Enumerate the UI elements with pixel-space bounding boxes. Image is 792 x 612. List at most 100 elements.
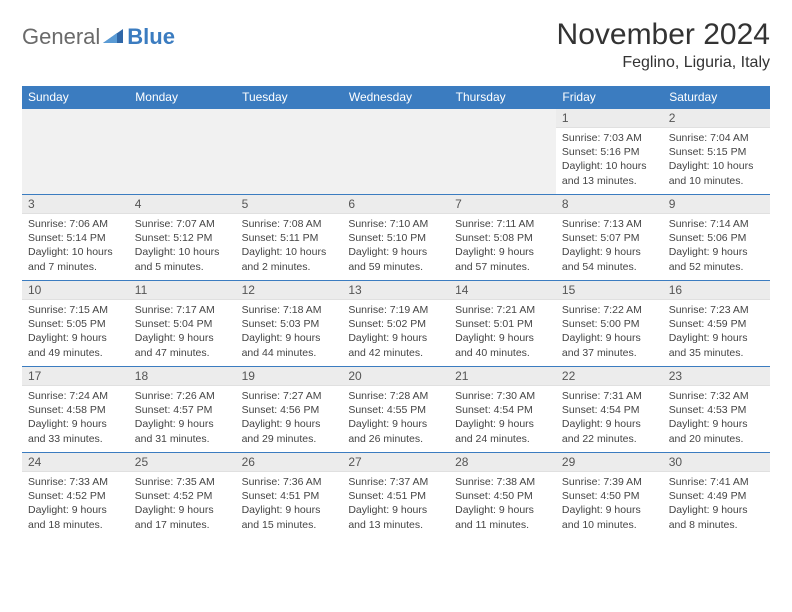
daylight-line-2: and 33 minutes. xyxy=(28,432,123,446)
sunset-line: Sunset: 4:55 PM xyxy=(348,403,443,417)
daylight-line-2: and 44 minutes. xyxy=(242,346,337,360)
daylight-line-2: and 24 minutes. xyxy=(455,432,550,446)
day-number: 14 xyxy=(449,281,556,300)
daylight-line-1: Daylight: 9 hours xyxy=(348,331,443,345)
calendar-day-cell: 23Sunrise: 7:32 AMSunset: 4:53 PMDayligh… xyxy=(663,367,770,453)
day-content: Sunrise: 7:15 AMSunset: 5:05 PMDaylight:… xyxy=(22,300,129,364)
day-number: 12 xyxy=(236,281,343,300)
calendar-day-cell: 2Sunrise: 7:04 AMSunset: 5:15 PMDaylight… xyxy=(663,109,770,195)
daylight-line-2: and 17 minutes. xyxy=(135,518,230,532)
daylight-line-2: and 52 minutes. xyxy=(669,260,764,274)
day-number: 3 xyxy=(22,195,129,214)
calendar-day-cell: 4Sunrise: 7:07 AMSunset: 5:12 PMDaylight… xyxy=(129,195,236,281)
calendar-header-cell: Monday xyxy=(129,86,236,109)
calendar-week-row: 10Sunrise: 7:15 AMSunset: 5:05 PMDayligh… xyxy=(22,281,770,367)
day-content: Sunrise: 7:28 AMSunset: 4:55 PMDaylight:… xyxy=(342,386,449,450)
sunset-line: Sunset: 5:15 PM xyxy=(669,145,764,159)
brand-blue: Blue xyxy=(127,24,175,49)
daylight-line-2: and 8 minutes. xyxy=(669,518,764,532)
sunset-line: Sunset: 5:06 PM xyxy=(669,231,764,245)
calendar-day-cell: 25Sunrise: 7:35 AMSunset: 4:52 PMDayligh… xyxy=(129,453,236,539)
calendar-day-cell: 24Sunrise: 7:33 AMSunset: 4:52 PMDayligh… xyxy=(22,453,129,539)
calendar-header-cell: Thursday xyxy=(449,86,556,109)
title-block: November 2024 Feglino, Liguria, Italy xyxy=(557,18,770,72)
calendar-day-cell: 15Sunrise: 7:22 AMSunset: 5:00 PMDayligh… xyxy=(556,281,663,367)
brand-logo: General Blue xyxy=(22,24,175,50)
sunrise-line: Sunrise: 7:07 AM xyxy=(135,217,230,231)
calendar-day-cell: 3Sunrise: 7:06 AMSunset: 5:14 PMDaylight… xyxy=(22,195,129,281)
day-number: 7 xyxy=(449,195,556,214)
day-content: Sunrise: 7:07 AMSunset: 5:12 PMDaylight:… xyxy=(129,214,236,278)
sunrise-line: Sunrise: 7:15 AM xyxy=(28,303,123,317)
day-content: Sunrise: 7:06 AMSunset: 5:14 PMDaylight:… xyxy=(22,214,129,278)
sunset-line: Sunset: 5:07 PM xyxy=(562,231,657,245)
daylight-line-1: Daylight: 9 hours xyxy=(242,331,337,345)
day-content: Sunrise: 7:10 AMSunset: 5:10 PMDaylight:… xyxy=(342,214,449,278)
calendar-week-row: 3Sunrise: 7:06 AMSunset: 5:14 PMDaylight… xyxy=(22,195,770,281)
calendar-day-cell xyxy=(342,109,449,195)
calendar-day-cell: 21Sunrise: 7:30 AMSunset: 4:54 PMDayligh… xyxy=(449,367,556,453)
daylight-line-2: and 5 minutes. xyxy=(135,260,230,274)
calendar-day-cell: 5Sunrise: 7:08 AMSunset: 5:11 PMDaylight… xyxy=(236,195,343,281)
day-number: 11 xyxy=(129,281,236,300)
day-number: 6 xyxy=(342,195,449,214)
day-content: Sunrise: 7:13 AMSunset: 5:07 PMDaylight:… xyxy=(556,214,663,278)
sunset-line: Sunset: 4:50 PM xyxy=(562,489,657,503)
daylight-line-1: Daylight: 9 hours xyxy=(562,331,657,345)
sunset-line: Sunset: 4:51 PM xyxy=(242,489,337,503)
daylight-line-1: Daylight: 9 hours xyxy=(135,331,230,345)
calendar-day-cell: 8Sunrise: 7:13 AMSunset: 5:07 PMDaylight… xyxy=(556,195,663,281)
brand-general: General xyxy=(22,24,100,50)
sunrise-line: Sunrise: 7:36 AM xyxy=(242,475,337,489)
daylight-line-2: and 13 minutes. xyxy=(348,518,443,532)
day-number: 21 xyxy=(449,367,556,386)
daylight-line-1: Daylight: 9 hours xyxy=(135,503,230,517)
day-number: 20 xyxy=(342,367,449,386)
sunrise-line: Sunrise: 7:28 AM xyxy=(348,389,443,403)
sunrise-line: Sunrise: 7:14 AM xyxy=(669,217,764,231)
day-content: Sunrise: 7:26 AMSunset: 4:57 PMDaylight:… xyxy=(129,386,236,450)
sunrise-line: Sunrise: 7:03 AM xyxy=(562,131,657,145)
sunrise-line: Sunrise: 7:04 AM xyxy=(669,131,764,145)
calendar-header-cell: Sunday xyxy=(22,86,129,109)
day-number: 27 xyxy=(342,453,449,472)
triangle-icon xyxy=(103,27,123,48)
calendar-week-row: 24Sunrise: 7:33 AMSunset: 4:52 PMDayligh… xyxy=(22,453,770,539)
sunrise-line: Sunrise: 7:41 AM xyxy=(669,475,764,489)
daylight-line-2: and 18 minutes. xyxy=(28,518,123,532)
day-content: Sunrise: 7:33 AMSunset: 4:52 PMDaylight:… xyxy=(22,472,129,536)
calendar-day-cell xyxy=(449,109,556,195)
day-content: Sunrise: 7:30 AMSunset: 4:54 PMDaylight:… xyxy=(449,386,556,450)
sunset-line: Sunset: 5:03 PM xyxy=(242,317,337,331)
daylight-line-2: and 59 minutes. xyxy=(348,260,443,274)
calendar-day-cell: 26Sunrise: 7:36 AMSunset: 4:51 PMDayligh… xyxy=(236,453,343,539)
sunrise-line: Sunrise: 7:17 AM xyxy=(135,303,230,317)
daylight-line-2: and 49 minutes. xyxy=(28,346,123,360)
day-content: Sunrise: 7:21 AMSunset: 5:01 PMDaylight:… xyxy=(449,300,556,364)
day-content: Sunrise: 7:18 AMSunset: 5:03 PMDaylight:… xyxy=(236,300,343,364)
daylight-line-1: Daylight: 10 hours xyxy=(28,245,123,259)
day-number: 4 xyxy=(129,195,236,214)
sunrise-line: Sunrise: 7:06 AM xyxy=(28,217,123,231)
sunset-line: Sunset: 5:16 PM xyxy=(562,145,657,159)
sunrise-line: Sunrise: 7:26 AM xyxy=(135,389,230,403)
sunset-line: Sunset: 4:49 PM xyxy=(669,489,764,503)
day-content: Sunrise: 7:19 AMSunset: 5:02 PMDaylight:… xyxy=(342,300,449,364)
day-content: Sunrise: 7:23 AMSunset: 4:59 PMDaylight:… xyxy=(663,300,770,364)
daylight-line-1: Daylight: 9 hours xyxy=(669,331,764,345)
calendar-day-cell: 9Sunrise: 7:14 AMSunset: 5:06 PMDaylight… xyxy=(663,195,770,281)
calendar-day-cell: 18Sunrise: 7:26 AMSunset: 4:57 PMDayligh… xyxy=(129,367,236,453)
sunset-line: Sunset: 4:54 PM xyxy=(455,403,550,417)
calendar-header-row: SundayMondayTuesdayWednesdayThursdayFrid… xyxy=(22,86,770,109)
sunset-line: Sunset: 5:05 PM xyxy=(28,317,123,331)
daylight-line-2: and 29 minutes. xyxy=(242,432,337,446)
daylight-line-1: Daylight: 9 hours xyxy=(348,417,443,431)
location-label: Feglino, Liguria, Italy xyxy=(557,54,770,72)
daylight-line-1: Daylight: 9 hours xyxy=(28,503,123,517)
daylight-line-2: and 2 minutes. xyxy=(242,260,337,274)
sunset-line: Sunset: 5:08 PM xyxy=(455,231,550,245)
day-content: Sunrise: 7:36 AMSunset: 4:51 PMDaylight:… xyxy=(236,472,343,536)
calendar-day-cell: 14Sunrise: 7:21 AMSunset: 5:01 PMDayligh… xyxy=(449,281,556,367)
daylight-line-1: Daylight: 9 hours xyxy=(669,503,764,517)
day-number: 28 xyxy=(449,453,556,472)
